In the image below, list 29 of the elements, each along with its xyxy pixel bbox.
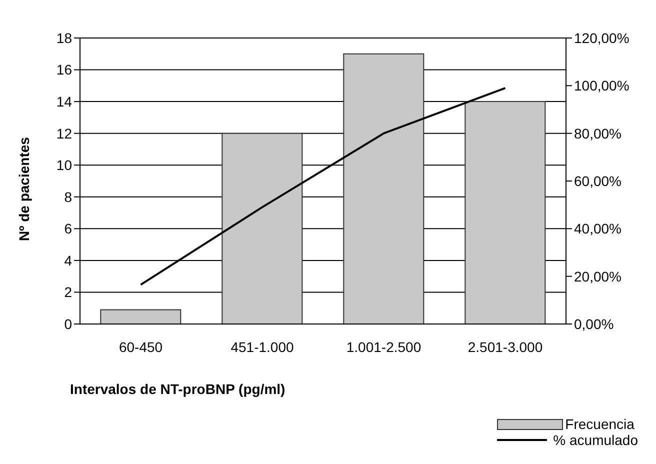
y-tick-label: 14	[56, 94, 72, 110]
y-tick-label: 2	[64, 284, 72, 300]
x-axis-title: Intervalos de NT-proBNP (pg/ml)	[70, 381, 286, 397]
y-tick-label: 6	[64, 220, 72, 237]
y-tick-label: 16	[56, 62, 72, 78]
x-tick-label: 451-1.000	[230, 338, 294, 355]
x-tick-label: 2.501-3.000	[468, 338, 543, 355]
y-tick-label: 8	[64, 188, 72, 205]
y2-tick-label: 120,00%	[574, 30, 630, 46]
y-tick-label: 0	[64, 316, 72, 332]
legend-label: Frecuencia	[565, 416, 634, 432]
y-tick-label: 18	[56, 30, 72, 46]
bar	[222, 132, 303, 324]
legend-label: % acumulado	[553, 432, 638, 448]
y-tick-label: 4	[64, 252, 72, 268]
y-tick-label: 10	[56, 157, 72, 174]
bar	[464, 101, 546, 324]
y2-tick-label: 60,00%	[574, 172, 622, 189]
y2-tick-label: 20,00%	[574, 268, 622, 284]
x-tick-label: 1.001-2.500	[346, 338, 422, 355]
y2-tick-label: 0,00%	[574, 316, 614, 332]
bar	[100, 309, 182, 324]
y2-tick-label: 40,00%	[574, 220, 622, 237]
bar	[343, 53, 424, 324]
y-tick-label: 12	[56, 125, 72, 142]
y2-tick-label: 80,00%	[574, 125, 622, 142]
y-axis-title: Nº de pacientes	[16, 136, 32, 241]
y2-tick-label: 100,00%	[574, 78, 630, 94]
x-tick-label: 60-450	[118, 338, 163, 355]
